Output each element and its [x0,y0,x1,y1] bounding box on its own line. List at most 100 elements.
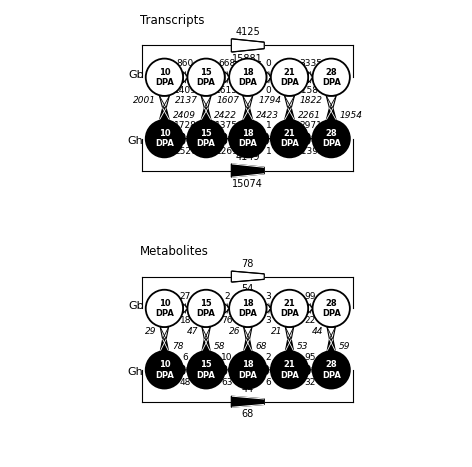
Text: 10
DPA: 10 DPA [155,129,174,149]
Text: 21: 21 [270,327,282,336]
Circle shape [146,351,183,389]
Polygon shape [308,133,312,144]
Polygon shape [243,96,253,108]
Polygon shape [183,304,187,313]
Text: 10
DPA: 10 DPA [155,68,174,87]
Text: 68: 68 [255,342,267,352]
Circle shape [229,120,267,157]
Polygon shape [267,72,270,83]
Text: 32: 32 [304,378,316,387]
Circle shape [146,58,183,96]
Polygon shape [183,133,187,144]
Text: 26: 26 [229,327,240,336]
Circle shape [146,290,183,327]
Polygon shape [326,108,336,120]
Text: 18
DPA: 18 DPA [238,360,257,380]
Text: 78: 78 [242,259,254,269]
Circle shape [312,120,350,157]
Polygon shape [160,327,169,339]
Polygon shape [244,327,252,339]
Circle shape [271,58,308,96]
Text: 15074: 15074 [232,179,263,189]
Polygon shape [285,96,295,108]
Polygon shape [225,72,229,83]
Circle shape [187,290,225,327]
Text: 54: 54 [242,284,254,294]
Text: Transcripts: Transcripts [140,14,205,27]
Text: 2: 2 [224,291,230,300]
Text: Gb: Gb [128,301,143,311]
Circle shape [187,58,225,96]
Text: 22: 22 [305,316,316,325]
Text: 0: 0 [266,86,271,95]
Polygon shape [267,365,270,375]
Text: 44: 44 [242,384,254,394]
Text: Metabolites: Metabolites [140,245,209,258]
Text: 28
DPA: 28 DPA [322,299,341,318]
Text: 3: 3 [266,291,271,300]
Polygon shape [244,339,252,351]
Text: 0: 0 [266,59,271,69]
Text: 10: 10 [221,353,233,362]
Text: 15
DPA: 15 DPA [197,129,216,149]
Text: 15
DPA: 15 DPA [197,360,216,380]
Polygon shape [327,339,336,351]
Text: 63: 63 [221,378,233,387]
Text: 27: 27 [179,291,191,300]
Text: 668: 668 [219,59,236,69]
Polygon shape [225,304,229,313]
Text: 2971: 2971 [299,121,322,130]
Polygon shape [202,339,210,351]
Text: 76: 76 [221,316,233,325]
Text: 6: 6 [182,353,188,362]
Text: 2: 2 [266,353,271,362]
Text: 1: 1 [266,148,271,156]
Text: 68: 68 [242,410,254,419]
Text: 2422: 2422 [214,111,237,120]
Text: 3335: 3335 [299,59,322,69]
Polygon shape [327,327,336,339]
Polygon shape [183,72,187,83]
Polygon shape [286,327,294,339]
Text: 21
DPA: 21 DPA [280,129,299,149]
Polygon shape [231,39,264,52]
Text: 2423: 2423 [256,111,279,120]
Text: 28
DPA: 28 DPA [322,68,341,87]
Polygon shape [326,96,336,108]
Polygon shape [201,108,211,120]
Text: 18
DPA: 18 DPA [238,129,257,149]
Text: 95: 95 [304,353,316,362]
Text: 21
DPA: 21 DPA [280,68,299,87]
Text: 53: 53 [297,342,309,352]
Text: 15
DPA: 15 DPA [197,68,216,87]
Text: 1794: 1794 [258,96,281,105]
Text: 2137: 2137 [175,96,198,105]
Text: 1409: 1409 [174,86,197,95]
Polygon shape [308,304,312,313]
Polygon shape [308,365,312,375]
Text: 1615: 1615 [215,86,238,95]
Text: 1: 1 [266,121,271,130]
Text: 4149: 4149 [236,152,260,162]
Text: 11395: 11395 [296,148,325,156]
Polygon shape [225,133,229,144]
Circle shape [271,290,308,327]
Polygon shape [267,133,270,144]
Text: 10
DPA: 10 DPA [155,299,174,318]
Text: 2409: 2409 [173,111,195,120]
Text: 1375: 1375 [215,121,238,130]
Text: 11588: 11588 [296,86,325,95]
Text: 1954: 1954 [339,111,362,120]
Text: 6: 6 [266,378,271,387]
Text: 2001: 2001 [133,96,156,105]
Text: 1822: 1822 [300,96,323,105]
Polygon shape [286,339,294,351]
Text: 28
DPA: 28 DPA [322,129,341,149]
Text: 15
DPA: 15 DPA [197,299,216,318]
Text: 1728: 1728 [174,121,197,130]
Polygon shape [202,327,210,339]
Text: 10
DPA: 10 DPA [155,360,174,380]
Text: 29: 29 [145,327,157,336]
Circle shape [229,58,267,96]
Text: 3: 3 [266,316,271,325]
